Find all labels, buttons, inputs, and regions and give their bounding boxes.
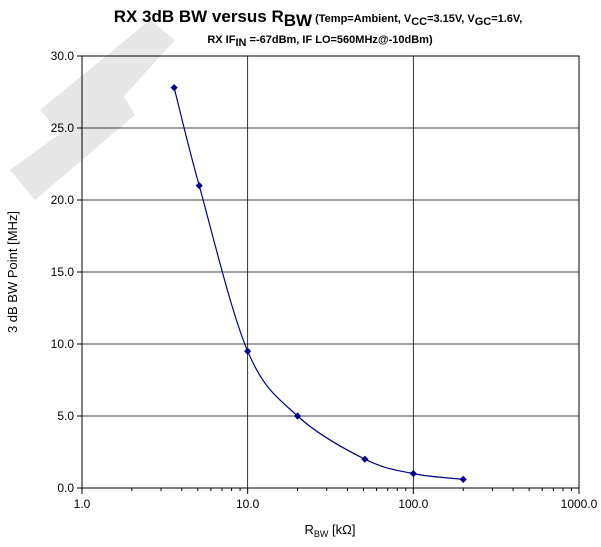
y-tick-label: 5.0 xyxy=(57,409,74,423)
data-point xyxy=(409,470,417,478)
y-axis-ticks: 0.0 5.0 10.0 15.0 20.0 25.0 30.0 xyxy=(51,49,82,495)
x-tick-label: 1000.0 xyxy=(561,497,598,511)
series-line xyxy=(173,87,464,480)
series-group xyxy=(170,84,467,483)
data-point xyxy=(361,455,369,463)
chart-title-line1: RX 3dB BW versus RBW (Temp=Ambient, VCC=… xyxy=(114,7,523,30)
x-tick-label: 1.0 xyxy=(74,497,91,511)
y-tick-label: 10.0 xyxy=(51,337,75,351)
y-tick-label: 20.0 xyxy=(51,193,75,207)
y-tick-label: 0.0 xyxy=(57,481,74,495)
data-point xyxy=(170,84,178,92)
watermark-shape xyxy=(10,20,175,200)
data-point xyxy=(459,475,467,483)
chart-title-line2: RX IFIN =-67dBm, IF LO=560MHz@-10dBm) xyxy=(207,34,433,49)
data-point xyxy=(244,347,252,355)
x-tick-label: 10.0 xyxy=(236,497,260,511)
y-tick-label: 25.0 xyxy=(51,121,75,135)
data-point xyxy=(293,412,302,420)
y-axis-label: 3 dB BW Point [MHz] xyxy=(5,211,20,333)
x-axis-label: RBW [kΩ] xyxy=(305,522,356,539)
x-tick-label: 100.0 xyxy=(398,497,428,511)
y-tick-label: 30.0 xyxy=(51,49,75,63)
data-point xyxy=(195,182,203,190)
x-axis-ticks: 1.0 10.0 100.0 1000.0 xyxy=(74,488,598,511)
y-tick-label: 15.0 xyxy=(51,265,75,279)
grid xyxy=(82,56,579,488)
